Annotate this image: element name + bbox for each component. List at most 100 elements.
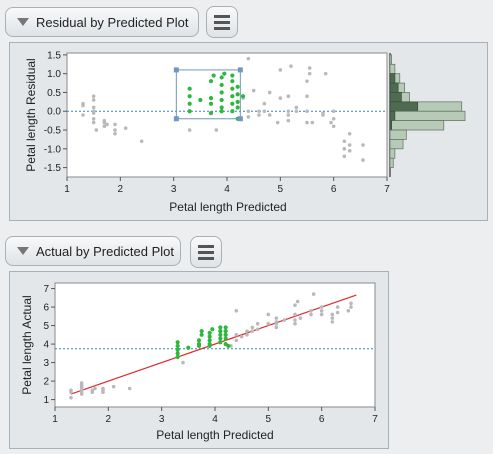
residual-x-axis-label: Petal length Predicted — [169, 200, 286, 214]
residual-point — [289, 64, 293, 68]
residual-x-tick-label: 5 — [278, 184, 284, 195]
residual-point — [187, 109, 192, 114]
histogram-bar-selected — [389, 101, 419, 112]
residual-x-tick-label: 7 — [384, 184, 390, 195]
residual-point — [294, 105, 299, 110]
residual-point — [347, 131, 352, 136]
histogram-bar — [389, 157, 394, 168]
residual-point — [230, 79, 235, 84]
residual-point — [113, 131, 117, 136]
residual-point — [187, 86, 192, 91]
actual-point — [293, 312, 297, 317]
actual-plot-panel: 1 2 3 4 5 6 7 7 6 5 4 3 2 1 Petal length Predicted Pe… — [9, 271, 389, 449]
residual-point — [329, 120, 333, 125]
actual-point — [90, 388, 95, 393]
actual-point — [207, 334, 212, 339]
residual-x-tick-label: 1 — [64, 184, 70, 195]
residual-point — [219, 82, 224, 88]
residual-point — [286, 118, 291, 123]
residual-point — [230, 109, 235, 114]
residual-point — [342, 139, 347, 144]
residual-y-tick-label: 0.0 — [47, 107, 61, 118]
residual-point — [305, 109, 309, 114]
residual-plot-header[interactable]: Residual by Predicted Plot — [5, 7, 199, 37]
residual-point — [91, 109, 96, 114]
hamburger-icon — [214, 14, 230, 18]
actual-point — [93, 386, 97, 391]
actual-point — [330, 312, 335, 317]
actual-point — [207, 330, 212, 336]
actual-plot-header[interactable]: Actual by Predicted Plot — [5, 236, 181, 266]
histogram-bar-selected — [389, 82, 399, 93]
residual-point — [187, 94, 192, 99]
histogram-bar — [389, 54, 392, 65]
actual-x-tick-label: 1 — [52, 414, 58, 425]
actual-point — [319, 305, 324, 309]
actual-point — [293, 303, 297, 308]
residual-plot-chart[interactable]: 1 2 3 4 5 6 7 1.5 1.0 0.5 0.0 -0.5 -1.0 -1.5 Petal le… — [10, 43, 487, 220]
residual-point — [198, 97, 203, 103]
residual-point — [230, 86, 235, 91]
actual-point — [319, 312, 324, 317]
actual-point — [245, 333, 249, 337]
actual-point — [250, 325, 255, 330]
residual-point — [251, 88, 256, 93]
actual-point — [309, 308, 313, 313]
residual-point — [267, 90, 272, 95]
residual-point — [113, 122, 117, 127]
actual-point — [223, 325, 228, 330]
actual-point — [234, 333, 239, 337]
histogram-bar-selected — [389, 110, 396, 121]
residual-point — [361, 143, 365, 147]
actual-point — [181, 360, 185, 365]
residual-point — [307, 66, 312, 70]
histogram-bar — [389, 63, 396, 75]
residual-plot-menu-button[interactable] — [206, 6, 238, 38]
actual-point — [266, 321, 271, 326]
actual-point — [330, 316, 335, 320]
actual-point — [186, 345, 191, 350]
residual-point — [286, 113, 291, 117]
disclosure-triangle-icon[interactable] — [17, 18, 29, 26]
residual-point — [342, 154, 347, 159]
actual-plot-chart[interactable]: 1 2 3 4 5 6 7 7 6 5 4 3 2 1 Petal length Predicted Pe… — [10, 272, 388, 448]
residual-point — [102, 120, 107, 125]
actual-point — [79, 381, 84, 385]
actual-point — [175, 351, 180, 356]
actual-point — [196, 341, 202, 347]
actual-point — [255, 327, 260, 332]
actual-point — [335, 310, 340, 315]
residual-point — [91, 98, 96, 102]
actual-point — [223, 336, 228, 341]
actual-y-tick-label: 6 — [43, 303, 49, 314]
histogram-bar-selected — [389, 92, 402, 103]
histogram-bar — [389, 120, 445, 131]
residual-point — [91, 120, 96, 125]
actual-plot-menu-button[interactable] — [190, 236, 222, 268]
actual-point — [319, 308, 324, 313]
residual-y-tick-label: 1.5 — [47, 50, 61, 61]
actual-point — [295, 299, 300, 304]
residual-point — [219, 75, 224, 80]
residual-point — [321, 113, 325, 117]
actual-point — [250, 329, 255, 333]
residual-x-tick-label: 2 — [118, 184, 124, 195]
actual-x-axis-label: Petal length Predicted — [156, 428, 273, 442]
actual-fit-line — [70, 294, 357, 395]
residual-point — [105, 122, 109, 127]
actual-y-tick-label: 2 — [43, 377, 49, 388]
residual-point — [342, 147, 347, 151]
residual-selection-box — [175, 69, 241, 120]
actual-point — [223, 329, 228, 334]
actual-point — [293, 321, 297, 326]
residual-point — [230, 94, 235, 99]
residual-point — [257, 109, 261, 114]
actual-y-tick-label: 4 — [43, 340, 49, 351]
actual-point — [349, 305, 353, 309]
disclosure-triangle-icon[interactable] — [17, 247, 29, 255]
residual-y-tick-label: -1.0 — [44, 144, 62, 155]
actual-point — [311, 292, 316, 296]
residual-point — [246, 109, 251, 114]
histogram-bar — [389, 129, 407, 140]
residual-point — [305, 94, 309, 99]
